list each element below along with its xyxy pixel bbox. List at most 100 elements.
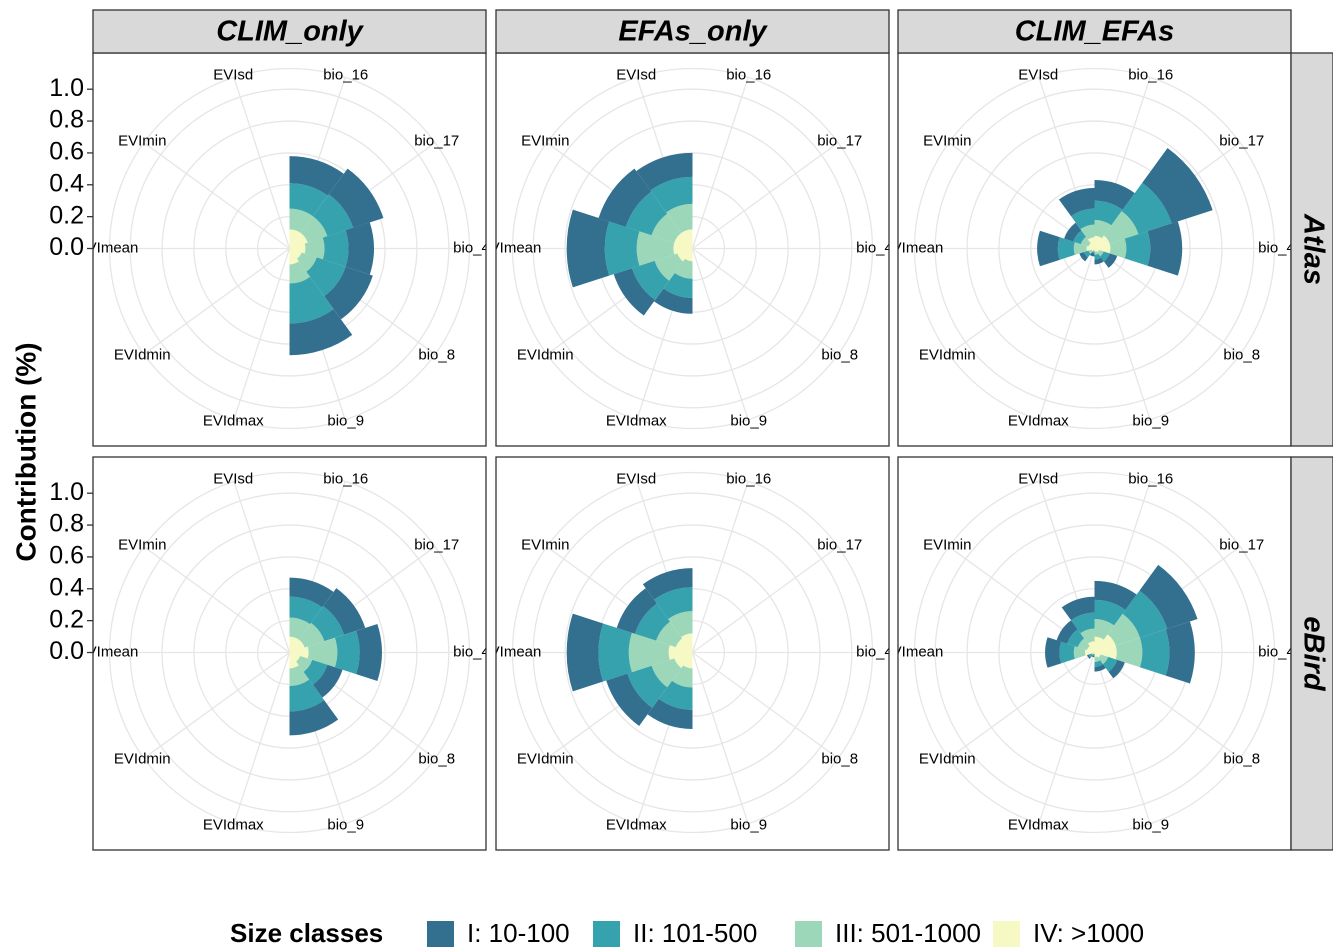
- category-label: EVImin: [118, 536, 166, 553]
- wedge: [289, 233, 308, 249]
- wedge: [1122, 590, 1168, 638]
- category-label: EVImean: [882, 239, 944, 256]
- category-label: bio_8: [418, 750, 455, 767]
- wedge: [1094, 235, 1102, 249]
- category-label: EVIdmax: [203, 413, 264, 430]
- wedge: [312, 194, 354, 237]
- wedge: [312, 664, 343, 698]
- panel: bio_16 bio_17 bio_4 bio_8 bio_9 EVIdmax EVIdmi…: [496, 457, 889, 850]
- wedge: [634, 603, 671, 641]
- wedge: [663, 272, 693, 298]
- wedge: [654, 288, 693, 314]
- wedge: [1094, 656, 1101, 663]
- wedge: [675, 638, 693, 653]
- wedge: [566, 613, 604, 692]
- wedge: [289, 183, 328, 217]
- wedge: [604, 221, 640, 276]
- wedge: [681, 229, 693, 249]
- category-label: bio_17: [1219, 132, 1264, 149]
- category-label: bio_8: [821, 750, 858, 767]
- wedge: [1086, 646, 1095, 653]
- wedge: [671, 665, 693, 688]
- category-label: bio_9: [327, 413, 364, 430]
- category-label: EVIdmin: [919, 346, 976, 363]
- wedge: [674, 258, 693, 279]
- y-tick-label: 0.2: [49, 201, 84, 229]
- y-tick-label: 0.0: [49, 233, 84, 261]
- legend-label: IV: >1000: [1033, 918, 1144, 948]
- legend-key: [593, 921, 620, 947]
- category-label: bio_9: [1132, 413, 1169, 430]
- wedge: [1121, 182, 1172, 235]
- legend-label: III: 501-1000: [835, 918, 981, 948]
- wedge: [1073, 646, 1086, 659]
- spoke: [233, 481, 291, 653]
- category-label: EVIsd: [1018, 470, 1058, 487]
- wedge: [298, 622, 325, 648]
- spoke: [691, 77, 749, 249]
- category-label: bio_16: [323, 470, 368, 487]
- wedge: [1058, 187, 1095, 217]
- category-label: bio_17: [414, 132, 459, 149]
- wedge: [289, 156, 344, 196]
- column-strip: [495, 9, 890, 54]
- wedge: [656, 621, 683, 648]
- category-label: EVImin: [521, 536, 569, 553]
- category-label: bio_4: [1258, 239, 1295, 256]
- category-label: bio_16: [1128, 66, 1173, 83]
- wedge: [658, 680, 693, 710]
- wedge: [289, 652, 299, 669]
- category-label: bio_8: [418, 346, 455, 363]
- spoke: [691, 652, 749, 824]
- panel-border: [92, 456, 487, 851]
- category-label: EVImin: [521, 132, 569, 149]
- wedge: [1124, 231, 1151, 266]
- wedge: [628, 632, 670, 673]
- spoke: [143, 546, 290, 654]
- wedge: [1086, 654, 1091, 659]
- spoke: [948, 247, 1095, 355]
- wedge: [289, 596, 323, 625]
- wedge: [1080, 224, 1095, 240]
- wedge: [642, 568, 693, 600]
- wedge: [306, 257, 346, 297]
- wedge: [289, 577, 334, 608]
- wedge: [1107, 613, 1140, 646]
- category-label: EVImean: [480, 239, 542, 256]
- category-label: EVIdmax: [606, 817, 667, 834]
- category-label: EVIsd: [616, 470, 656, 487]
- category-label: EVIdmax: [1008, 413, 1069, 430]
- wedge: [1165, 621, 1195, 684]
- wedge: [1094, 664, 1106, 672]
- category-label: bio_16: [726, 66, 771, 83]
- category-label: EVIsd: [1018, 66, 1058, 83]
- wedge: [289, 261, 311, 284]
- wedge: [1088, 249, 1093, 254]
- y-tick-label: 1.0: [49, 74, 84, 102]
- wedge: [673, 242, 693, 255]
- wedge: [1094, 200, 1123, 226]
- column-strip-label: CLIM_only: [216, 16, 364, 48]
- y-axis-label: Contribution (%): [10, 342, 41, 561]
- wedge: [1109, 238, 1127, 259]
- wedge: [328, 168, 384, 228]
- wedge: [654, 253, 684, 281]
- category-label: bio_8: [1223, 750, 1260, 767]
- category-label: bio_17: [817, 132, 862, 149]
- category-label: bio_9: [1132, 817, 1169, 834]
- panel: bio_16 bio_17 bio_4 bio_8 bio_9 EVIdmax EVIdmi…: [93, 457, 486, 850]
- wedge: [631, 260, 670, 301]
- wedge: [289, 248, 302, 259]
- panel: bio_16 bio_17 bio_4 bio_8 bio_9 EVIdmax EVIdmi…: [93, 53, 486, 446]
- legend-key: [993, 921, 1020, 947]
- wedge: [606, 673, 653, 726]
- wedge: [289, 646, 309, 659]
- wedge: [1056, 620, 1078, 644]
- wedge: [1094, 660, 1103, 667]
- wedge: [1079, 251, 1088, 262]
- wedge: [1086, 246, 1095, 251]
- wedge: [1088, 653, 1093, 658]
- category-label: EVIdmin: [114, 346, 171, 363]
- wedge: [1083, 250, 1091, 258]
- category-label: EVIsd: [213, 66, 253, 83]
